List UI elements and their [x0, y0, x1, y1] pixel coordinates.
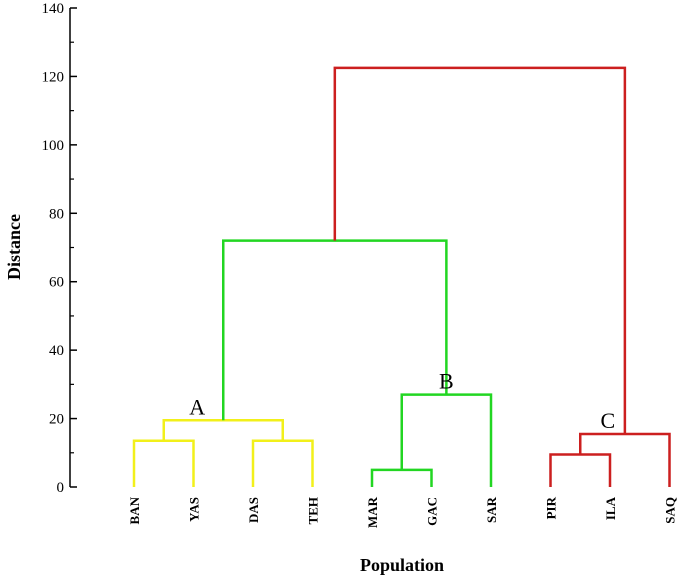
leaf-label: BAN	[127, 496, 142, 524]
leaf-label: PIR	[544, 496, 559, 519]
y-tick-label: 80	[49, 206, 64, 222]
cluster-label: C	[601, 408, 616, 433]
cluster-labels: A B C	[189, 369, 615, 433]
leaf-label: MAR	[365, 496, 380, 528]
dendrogram-link	[370, 468, 433, 487]
leaf-label: ILA	[603, 496, 618, 520]
leaf-label: GAC	[425, 497, 440, 526]
y-tick-label: 100	[42, 138, 65, 154]
dendrogram-link	[162, 419, 284, 441]
leaf-label: TEH	[306, 497, 321, 524]
dendrogram-links	[132, 66, 671, 487]
y-axis: 0 20 40 60 80 100 120 140	[42, 1, 77, 496]
y-tick-label: 140	[42, 1, 65, 17]
y-tick-label: 0	[57, 480, 65, 496]
leaf-label: SAQ	[663, 497, 678, 524]
leaf-label: DAS	[246, 497, 261, 523]
cluster-label: A	[189, 394, 205, 419]
dendrogram-link	[222, 239, 448, 421]
y-tick-label: 40	[49, 343, 64, 359]
cluster-label: B	[439, 369, 454, 394]
leaf-label: SAR	[484, 496, 499, 523]
y-tick-label: 60	[49, 275, 64, 291]
dendrogram-link	[251, 439, 314, 487]
dendrogram-link	[579, 432, 671, 487]
y-tick-label: 20	[49, 412, 64, 428]
y-tick-label: 120	[42, 69, 65, 85]
dendrogram-link	[333, 66, 627, 434]
dendrogram-link	[400, 393, 493, 487]
dendrogram-link	[549, 453, 612, 487]
dendrogram-link	[132, 439, 195, 487]
leaf-label: YAS	[187, 497, 202, 522]
y-axis-title: Distance	[4, 214, 24, 280]
x-axis-title: Population	[360, 555, 444, 575]
leaf-labels: BAN YAS DAS TEH MAR GAC SAR PIR ILA SAQ	[127, 496, 678, 528]
